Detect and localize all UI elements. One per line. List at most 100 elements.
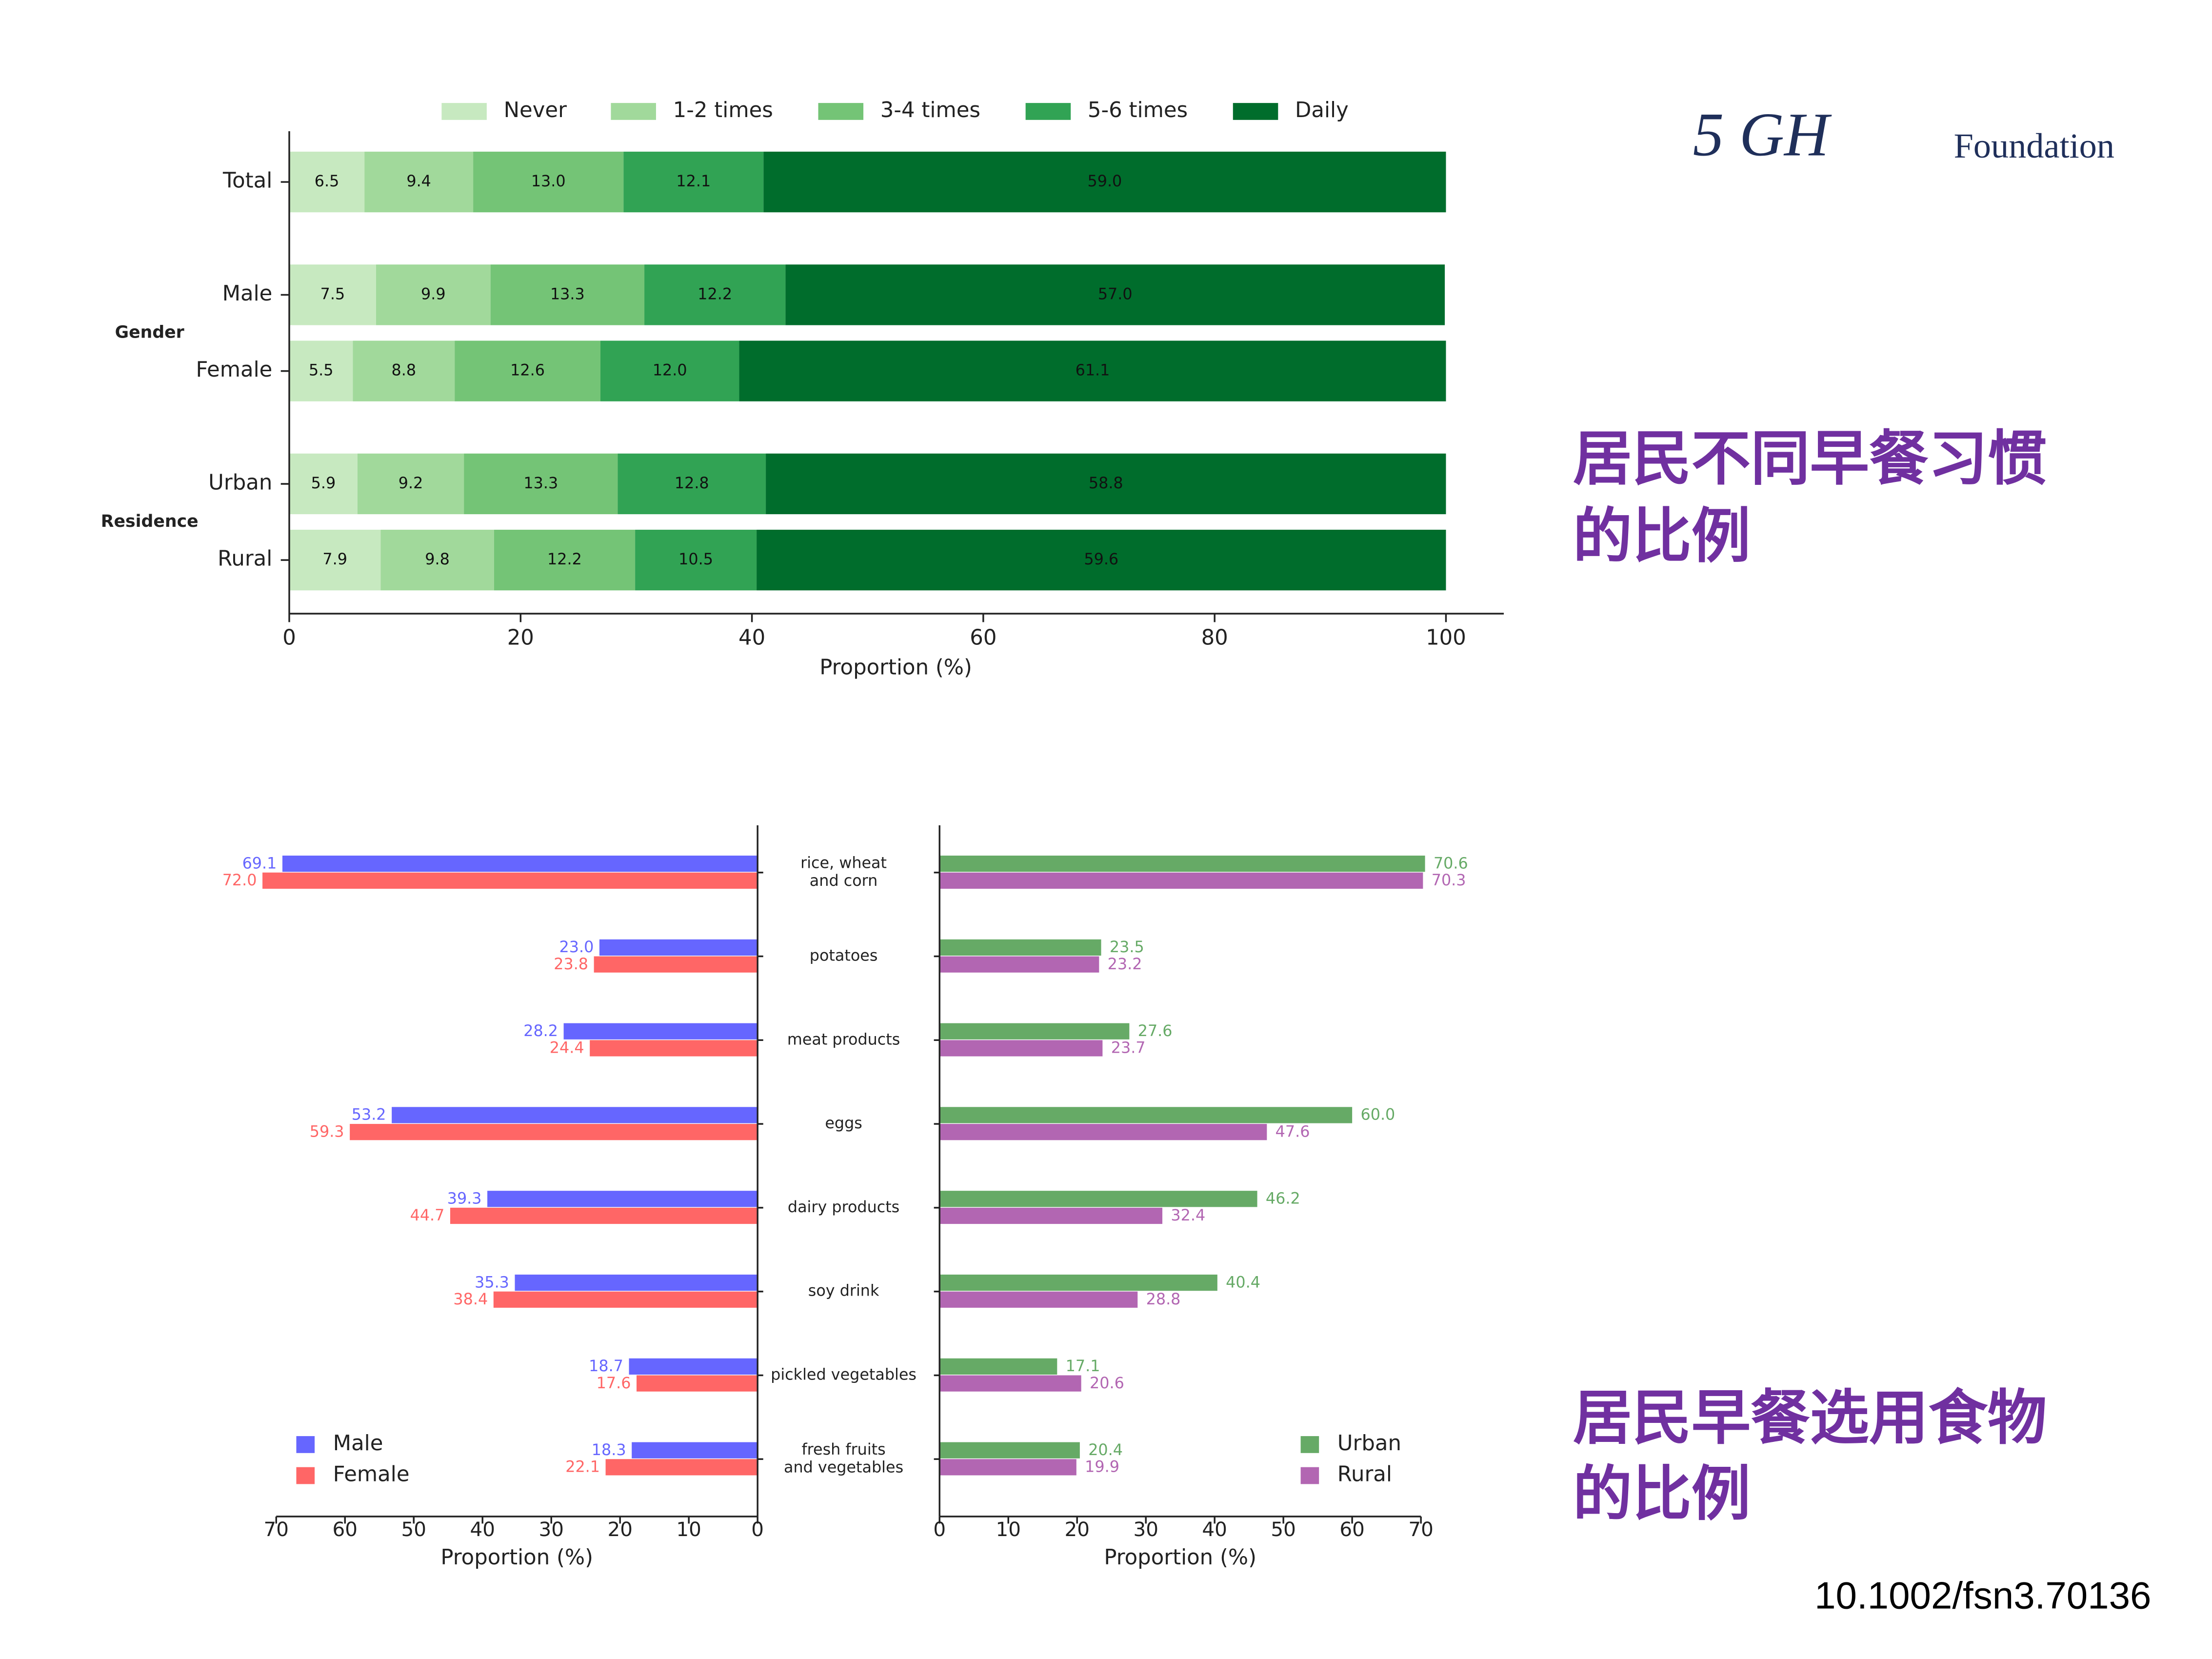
group-label: Gender [115,323,184,342]
value-label: 12.0 [653,361,687,380]
bar-segment [464,453,618,515]
logo-mark: 5 GH [1693,100,1832,169]
category-label: dairy products [788,1198,899,1216]
bar-segment [644,264,786,325]
legend-swatch [296,1467,315,1484]
x-tick-label: 50 [1271,1518,1295,1541]
bar-segment [376,264,491,325]
bar-segment [785,264,1445,325]
x-axis-label: Proportion (%) [440,1545,593,1570]
value-label: 13.0 [531,172,566,190]
x-tick-label: 0 [751,1518,764,1541]
value-label: 44.7 [410,1206,445,1224]
caption: 居民不同早餐习惯 [1573,424,2047,493]
value-label: 18.7 [589,1357,623,1375]
bar [637,1375,758,1392]
value-label: 17.1 [1066,1357,1100,1375]
bar [939,872,1423,889]
bar-segment [635,529,757,591]
x-tick-label: 30 [1133,1518,1158,1541]
legend-swatch [1300,1436,1319,1453]
value-label: 9.9 [421,284,446,303]
category-label: soy drink [808,1281,879,1300]
bar-segment [763,151,1446,213]
legend-label: 3-4 times [880,98,980,122]
value-label: 12.2 [547,550,582,568]
bar-segment [618,453,766,515]
bar-segment [739,340,1446,401]
x-tick-label: 0 [933,1518,946,1541]
bar-segment [455,340,600,401]
x-tick-label: 60 [1339,1518,1365,1541]
value-label: 18.3 [592,1440,626,1459]
category-label: rice, wheat and corn [800,854,887,890]
x-tick-label: 20 [507,626,534,650]
legend-swatch [818,103,864,120]
value-label: 40.4 [1226,1273,1260,1291]
bar [599,939,758,956]
value-label: 46.2 [1266,1189,1300,1207]
category-label: meat products [787,1030,900,1048]
bar-segment [364,151,474,213]
bar [282,856,758,872]
value-label: 8.8 [392,361,417,380]
y-tick-label: Urban [208,470,272,495]
bar [450,1207,758,1224]
value-label: 7.5 [320,284,345,303]
value-label: 5.5 [309,361,334,380]
bar [939,1291,1138,1308]
value-label: 19.9 [1085,1458,1119,1476]
value-label: 22.1 [565,1458,600,1476]
bar [939,1459,1076,1476]
value-label: 47.6 [1275,1122,1310,1140]
value-label: 61.1 [1076,361,1110,380]
value-label: 70.6 [1434,854,1468,872]
x-tick-label: 40 [738,626,765,650]
bar-segment [473,151,624,213]
y-tick-label: Rural [218,547,272,571]
x-axis-label: Proportion (%) [819,655,972,680]
category-label: fresh fruits and vegetables [784,1440,903,1476]
value-label: 70.3 [1432,871,1466,889]
legend-label: Rural [1337,1462,1392,1487]
bar [594,956,758,973]
bar [939,1207,1163,1224]
bar [939,1442,1080,1459]
value-label: 13.3 [523,474,558,492]
bar-segment [289,151,365,213]
bar-segment [289,340,353,401]
legend-label: 1-2 times [673,98,773,122]
caption: 的比例 [1573,501,1751,571]
value-label: 12.2 [697,284,732,303]
bar-segment [757,529,1446,591]
legend-swatch [1233,103,1278,120]
legend-swatch [611,103,656,120]
y-tick-label: Male [222,281,273,306]
legend-label: Female [333,1462,410,1487]
bar-segment [623,151,764,213]
value-label: 20.6 [1090,1374,1124,1392]
bar [939,1191,1257,1207]
x-tick-label: 40 [1202,1518,1227,1541]
bar-segment [357,453,464,515]
value-label: 38.4 [453,1290,488,1308]
x-tick-label: 20 [607,1518,633,1541]
value-label: 23.0 [559,938,594,956]
value-label: 9.2 [399,474,423,492]
bar [632,1442,758,1459]
bar [605,1459,758,1476]
x-tick-label: 10 [996,1518,1020,1541]
value-label: 28.2 [523,1021,558,1040]
bar [939,956,1099,973]
x-tick-label: 10 [676,1518,701,1541]
legend-swatch [296,1436,315,1453]
x-tick-label: 100 [1426,626,1466,650]
value-label: 58.8 [1089,474,1123,492]
legend-label: Male [333,1431,383,1456]
bar [939,1023,1130,1039]
bar-segment [353,340,455,401]
legend-label: 5-6 times [1088,98,1188,122]
value-label: 23.7 [1111,1039,1146,1057]
legend-swatch [441,103,487,120]
